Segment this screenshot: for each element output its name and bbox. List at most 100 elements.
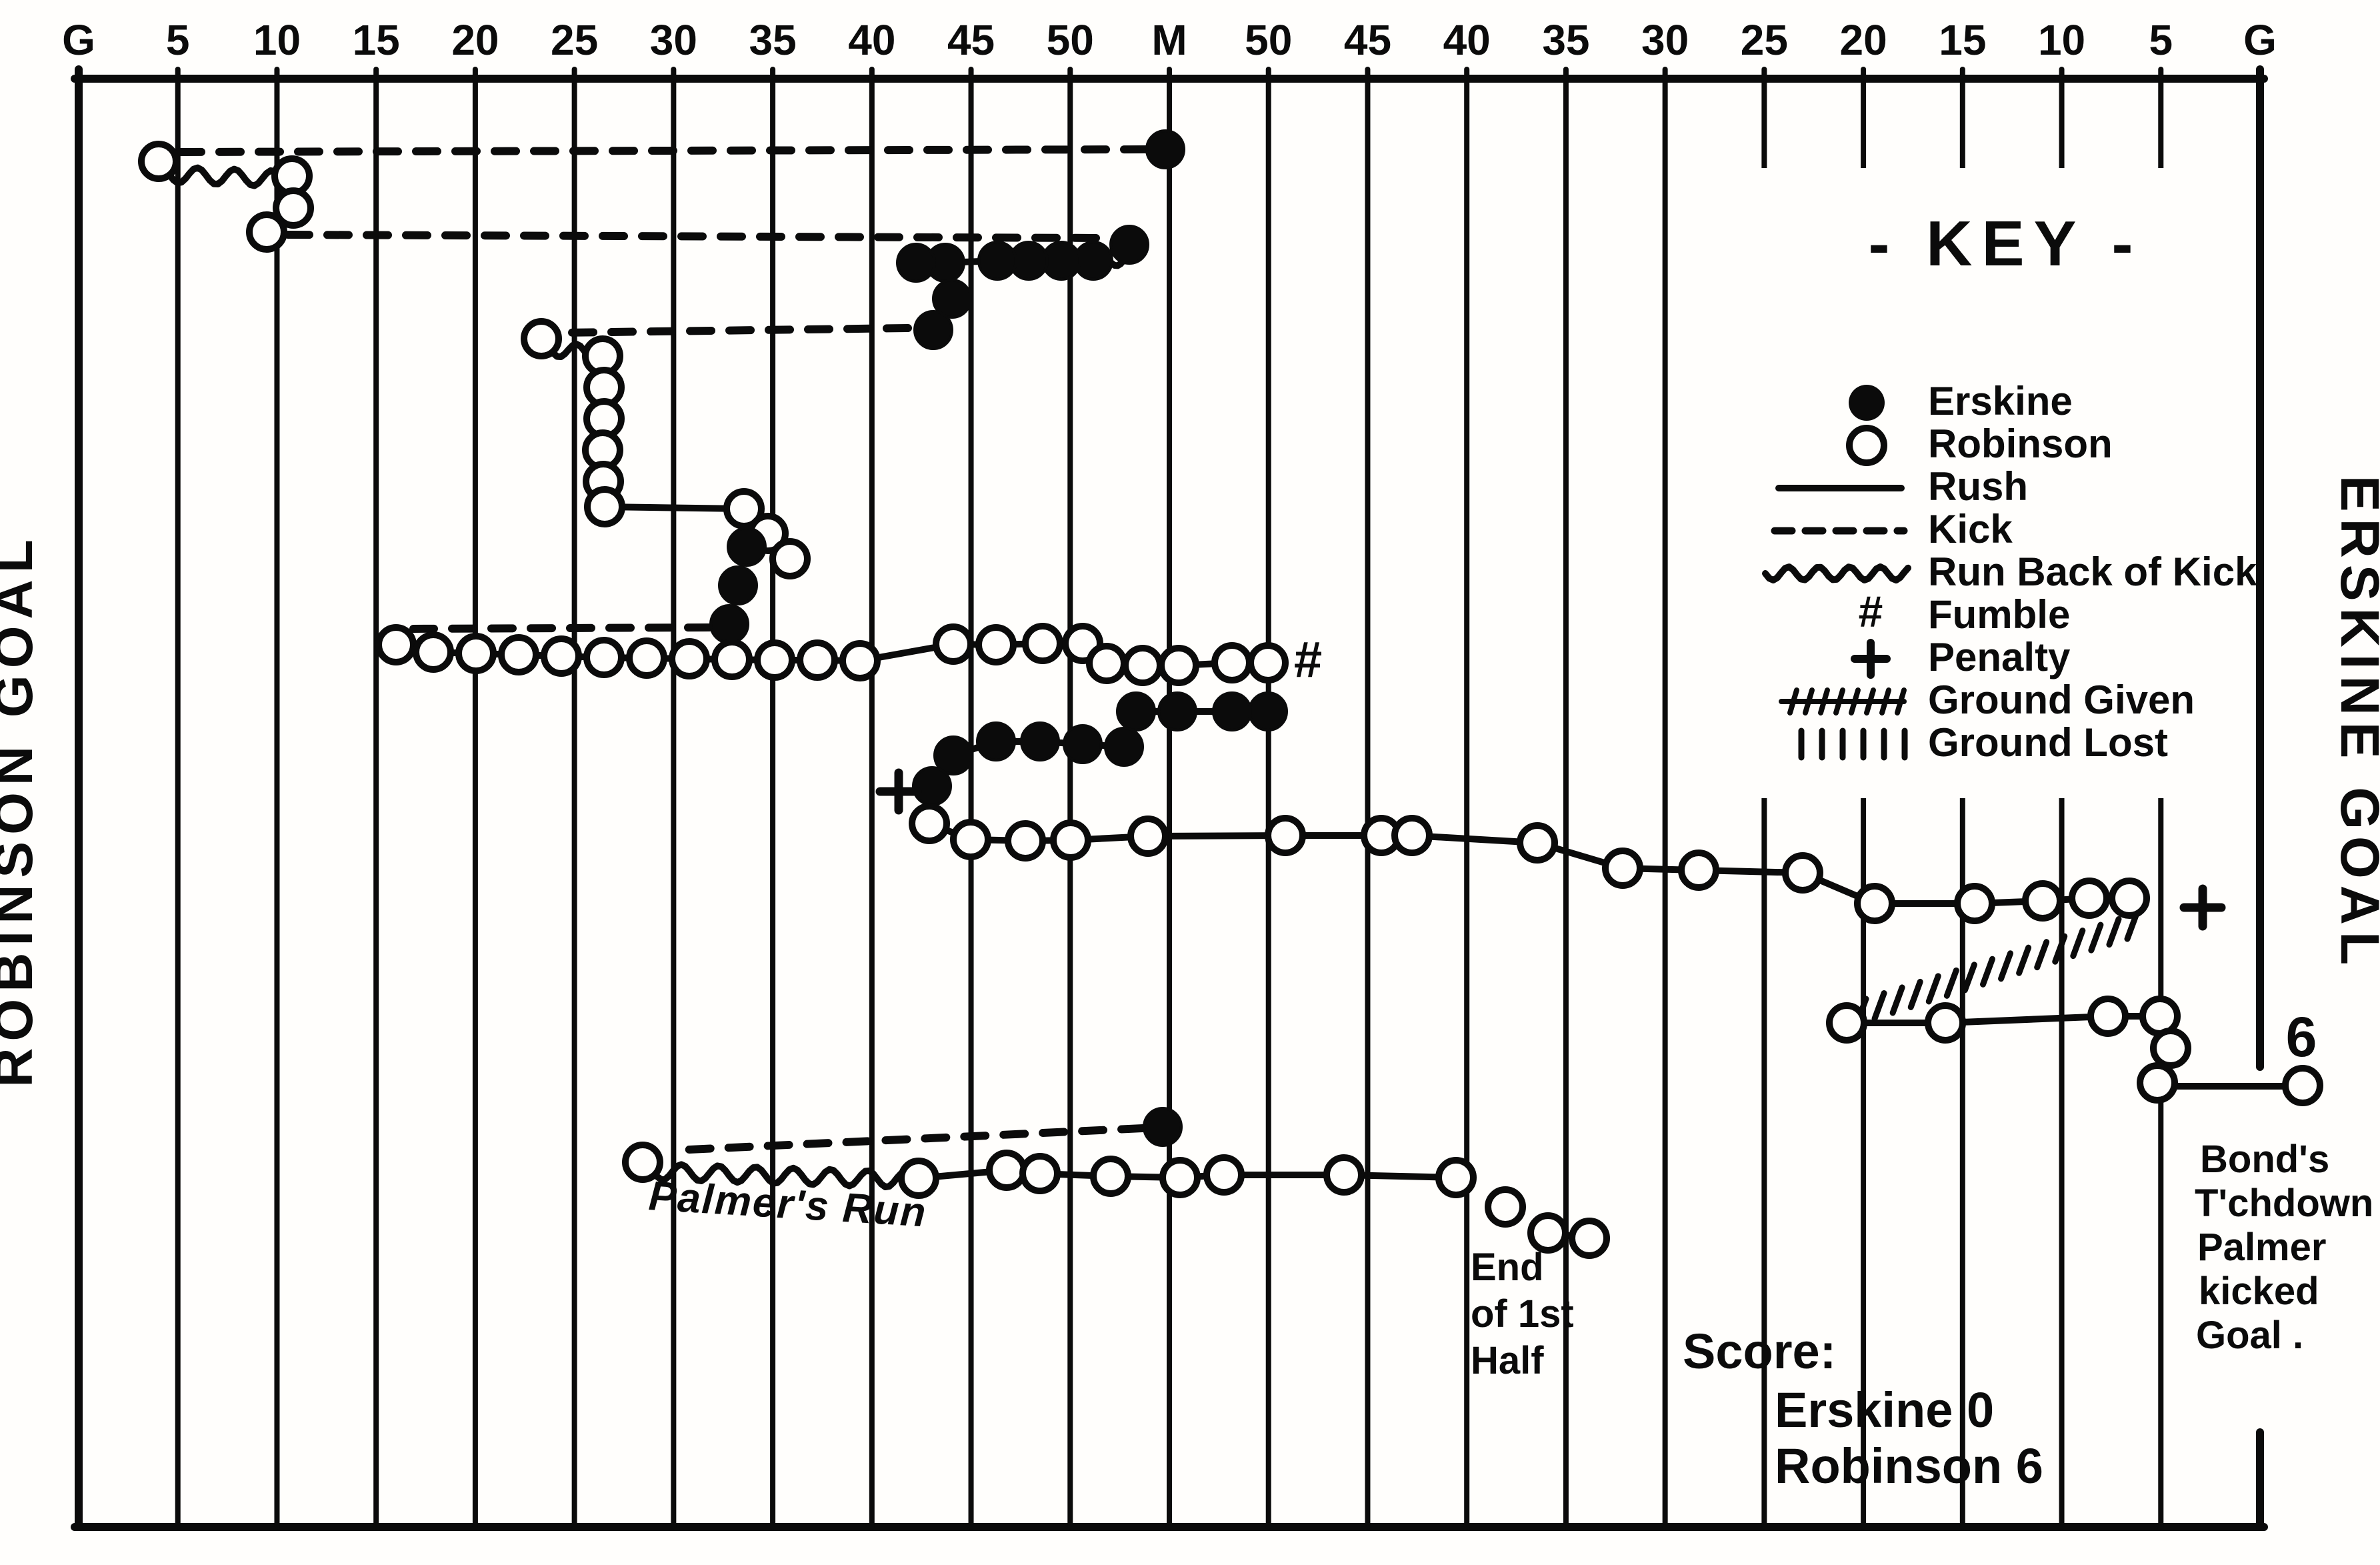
key-label: Ground Lost [1928,720,2168,765]
robinson-spot [1782,852,1823,894]
kick-line [175,145,1149,156]
robinson-spot [1435,1157,1477,1198]
robinson-spot [1527,1212,1569,1254]
robinson-spot [797,639,838,681]
robinson-spot [839,640,881,681]
yard-label: 15 [353,16,400,64]
robinson-spot [1678,850,1719,891]
robinson-spot [584,486,625,527]
erskine-spot [977,241,1017,281]
robinson-spot [2137,1062,2178,1104]
key-ground-given-icon [1787,687,1799,715]
robinson-spot [138,141,179,182]
yard-label: 20 [1839,16,1887,64]
key-label: Fumble [1928,592,2070,637]
robinson-spot [1203,1154,1245,1196]
robinson-spot [1211,642,1253,683]
touchdown-note-background [2193,1123,2379,1388]
erskine-spot [896,243,936,283]
runback-line [650,1161,905,1190]
robinson-spot [413,631,454,673]
erskine-spot [1157,691,1197,731]
key-robinson-ring-icon [1846,425,1887,466]
erskine-spot [709,604,749,644]
touchdown-note-line-4: kicked [2199,1270,2319,1313]
ground-lost-hatch [1979,956,1995,988]
runback-line [166,164,282,189]
erskine-spot [1212,691,1252,731]
ground-lost-hatch [1943,967,1959,999]
robinson-spot [1050,820,1091,861]
erskine-spot [1116,691,1156,731]
score-heading: Score: [1683,1324,1836,1379]
right-goal-label: ERSKINE GOAL [2329,475,2380,972]
erskine-spot [913,310,953,350]
touchdown-note-line-1: Bond's [2200,1138,2329,1181]
robinson-spot [2022,880,2063,922]
end-of-half-line-1: End [1471,1246,1544,1289]
key-label: Ground Given [1928,677,2195,722]
robinson-spot [1158,645,1199,686]
key-title: - KEY - [1869,208,2143,279]
yard-label: 25 [551,16,598,64]
robinson-spot [933,623,974,665]
kick-line [671,1124,1147,1154]
robinson-spot [1954,883,1995,924]
erskine-spot [1104,727,1144,767]
yard-label: 40 [1443,16,1491,64]
rush-line [601,503,747,512]
key-runback-line-icon [1762,563,1911,583]
robinson-spot [2069,878,2110,919]
touchdown-note-line-2: T'chdown [2195,1182,2373,1225]
robinson-spot [1569,1218,1610,1259]
yard-label: 45 [947,16,995,64]
robinson-spot [669,638,710,679]
ground-lost-hatch [1889,984,1905,1016]
ground-lost-hatch [1925,973,1941,1005]
robinson-spot [1391,815,1433,856]
erskine-spot [718,565,758,605]
yard-label: 5 [166,16,190,64]
erskine-spot [933,735,973,775]
erskine-spot [1143,1107,1183,1147]
robinson-spot [1485,1186,1526,1228]
robinson-spot [1925,1002,1966,1044]
robinson-spot [2282,1065,2323,1106]
key-label: Penalty [1928,635,2071,679]
key-ground-given-icon [1879,687,1891,715]
robinson-spot [986,1150,1027,1191]
key-erskine-dot-icon [1849,385,1885,421]
robinson-spot [769,538,811,579]
points-scored-label: 6 [2286,1006,2317,1068]
key-ground-given-icon [1818,687,1830,715]
robinson-spot [2087,996,2129,1037]
erskine-spot [1145,129,1185,169]
erskine-spot [1020,721,1060,761]
key-fumble-icon: # [1859,587,1883,636]
yard-label: 35 [749,16,796,64]
key-ground-given-icon [1895,687,1907,715]
ground-lost-hatch [2016,944,2032,976]
robinson-spot [1517,822,1558,864]
robinson-spot [583,637,625,678]
rush-line [1409,832,1541,846]
yard-label: 35 [1542,16,1589,64]
erskine-spot [1109,225,1149,265]
yard-label: M [1151,16,1187,64]
robinson-spot [723,488,765,529]
yard-label: 10 [2038,16,2085,64]
ground-lost-hatch [2070,928,2086,960]
yard-label: G [2243,16,2277,64]
key-ground-given-icon [1849,687,1861,715]
robinson-spot [626,637,667,679]
erskine-spot [912,766,952,806]
robinson-spot [754,639,795,681]
robinson-spot [909,803,950,844]
play-spots: # [138,129,2323,1259]
robinson-spot [1323,1154,1365,1196]
robinson-spot [622,1142,663,1183]
ground-lost-hatch [1961,962,1977,994]
key-label: Run Back of Kick [1928,549,2257,594]
score-line-robinson: Robinson 6 [1775,1438,2043,1494]
